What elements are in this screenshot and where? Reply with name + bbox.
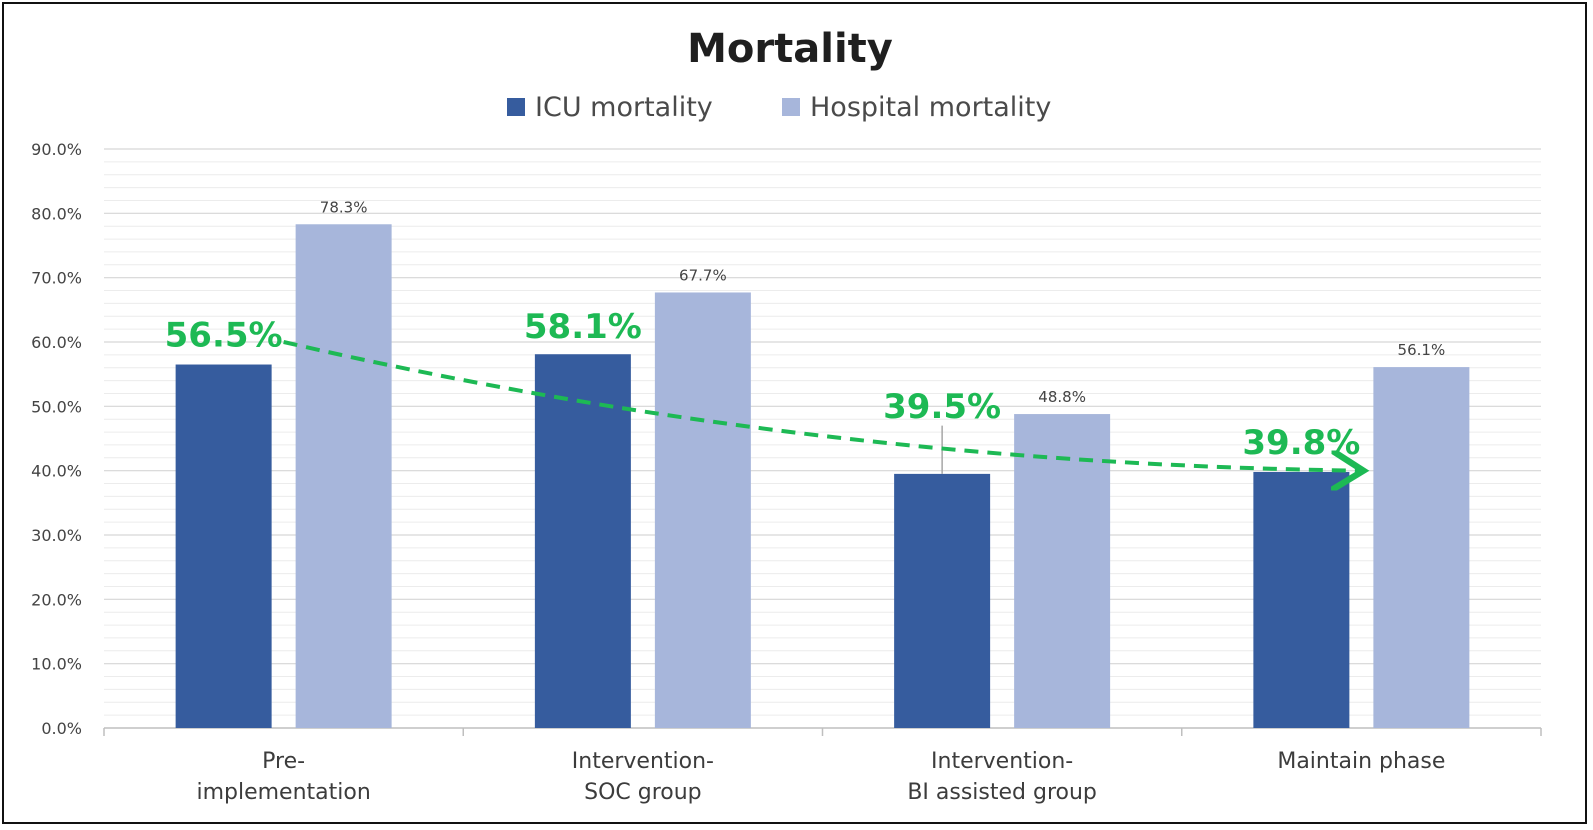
y-tick-label: 20.0% (31, 590, 82, 609)
bar-icu-mortality (1253, 471, 1350, 728)
bar-hospital-mortality (654, 292, 751, 728)
legend-label: Hospital mortality (810, 92, 1051, 123)
y-tick-label: 90.0% (31, 140, 82, 159)
data-label-icu: 39.8% (1242, 423, 1360, 463)
data-label-icu: 56.5% (165, 316, 283, 356)
bars (175, 224, 1470, 728)
x-tick-label: Maintain phase (1277, 749, 1445, 774)
x-tick-label: Intervention- BI assisted group (907, 749, 1097, 805)
bar-hospital-mortality (1014, 414, 1111, 728)
data-label-icu: 39.5% (883, 387, 1001, 427)
y-tick-label: 50.0% (31, 397, 82, 416)
legend: ICU mortality Hospital mortality (507, 92, 1051, 123)
data-label-hospital: 78.3% (320, 198, 368, 216)
y-tick-label: 70.0% (31, 269, 82, 288)
trend-arrow (283, 340, 1360, 471)
x-tick-label: Pre-implementation (196, 749, 370, 805)
y-tick-label: 40.0% (31, 462, 82, 481)
x-tick-label-line: Maintain phase (1277, 749, 1445, 774)
bar-icu-mortality (894, 473, 991, 728)
bar-icu-mortality (175, 364, 272, 728)
mortality-chart: 0.0% 10.0% 20.0% 30.0% 40.0% 50.0% 60.0% 70.0% 8… (31, 26, 1542, 805)
data-label-icu: 58.1% (524, 307, 642, 347)
y-tick-label: 80.0% (31, 204, 82, 223)
data-label-hospital: 67.7% (679, 266, 727, 284)
y-tick-label: 10.0% (31, 655, 82, 674)
y-tick-label: 60.0% (31, 333, 82, 352)
x-tick-label-line: Pre- (262, 749, 305, 774)
bar-hospital-mortality (295, 224, 392, 728)
chart-title: Mortality (687, 26, 893, 72)
bar-hospital-mortality (1373, 367, 1470, 728)
bar-icu-mortality (534, 354, 631, 728)
x-tick-label-line: Intervention- (572, 749, 714, 774)
x-tick-label: Intervention- SOC group (572, 749, 714, 805)
x-tick-label-line: SOC group (584, 780, 702, 805)
axes: 0.0% 10.0% 20.0% 30.0% 40.0% 50.0% 60.0% 70.0% 8… (31, 140, 1542, 805)
data-label-hospital: 48.8% (1038, 388, 1086, 406)
x-tick-label-line: Intervention- (931, 749, 1073, 774)
y-tick-label: 30.0% (31, 526, 82, 545)
y-tick-label: 0.0% (41, 719, 82, 738)
data-label-hospital: 56.1% (1398, 341, 1446, 359)
x-tick-label-line: implementation (196, 780, 370, 805)
trend-arrow-path (283, 340, 1360, 471)
legend-swatch (507, 98, 525, 116)
legend-swatch (782, 98, 800, 116)
legend-label: ICU mortality (535, 92, 713, 123)
x-tick-label-line: BI assisted group (907, 780, 1097, 805)
